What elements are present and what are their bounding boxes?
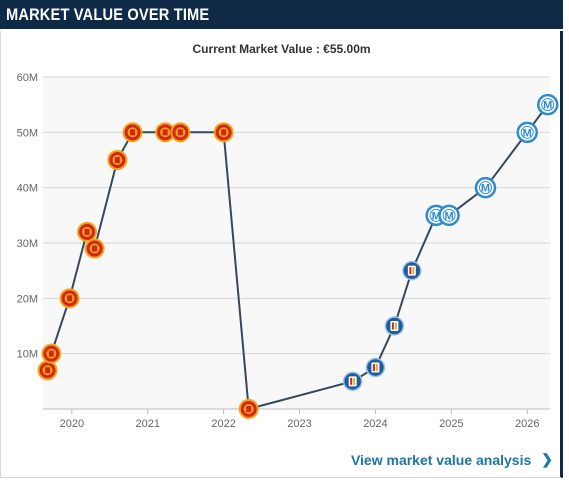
x-tick-label: 2020 <box>60 418 84 430</box>
data-point-club-a-crest[interactable] <box>122 122 143 143</box>
data-point-club-a-crest[interactable] <box>59 288 80 309</box>
data-point-club-c-crest[interactable]: M <box>536 93 559 116</box>
svg-text:M: M <box>543 100 552 112</box>
data-point-club-a-crest[interactable] <box>170 122 191 143</box>
data-point-club-b-crest[interactable] <box>365 357 386 378</box>
x-tick-label: 2023 <box>287 418 311 430</box>
y-tick-label: 50M <box>17 127 38 139</box>
header-divider <box>0 29 563 31</box>
y-tick-label: 20M <box>17 293 38 305</box>
data-point-club-a-crest[interactable] <box>41 343 62 364</box>
data-point-club-a-crest[interactable] <box>77 221 98 242</box>
svg-text:M: M <box>444 210 453 222</box>
y-tick-label: 10M <box>17 349 38 361</box>
widget-title: MARKET VALUE OVER TIME <box>6 5 210 24</box>
svg-text:M: M <box>523 127 532 139</box>
data-point-club-b-crest[interactable] <box>384 316 405 336</box>
data-point-club-a-crest[interactable] <box>84 238 105 259</box>
chevron-right-icon: ❯ <box>541 451 553 467</box>
x-axis: 2020 2021 2022 2023 2024 2025 2026 <box>60 409 539 430</box>
data-point-club-b-crest[interactable] <box>402 260 422 281</box>
data-point-club-c-crest[interactable]: M <box>438 204 460 227</box>
y-axis: 10M 20M 30M 40M 50M 60M <box>17 72 38 361</box>
y-tick-label: 60M <box>17 72 38 84</box>
data-point-club-b-crest[interactable] <box>342 371 363 392</box>
y-tick-label: 30M <box>17 238 38 250</box>
x-tick-label: 2021 <box>135 418 159 430</box>
y-tick-label: 40M <box>17 183 38 195</box>
header-bar: MARKET VALUE OVER TIME <box>0 0 563 29</box>
view-analysis-label: View market value analysis <box>350 451 532 468</box>
data-point-club-c-crest[interactable]: M <box>474 176 497 199</box>
x-tick-label: 2024 <box>363 418 387 430</box>
data-point-club-a-crest[interactable] <box>213 122 234 143</box>
data-point-club-a-crest[interactable] <box>107 150 128 170</box>
svg-text:M: M <box>432 210 441 222</box>
data-point-club-c-crest[interactable]: M <box>516 121 538 144</box>
x-tick-label: 2026 <box>515 418 539 430</box>
x-tick-label: 2022 <box>211 418 235 430</box>
view-analysis-link[interactable]: View market value analysis ❯ <box>351 451 553 468</box>
x-tick-label: 2025 <box>439 418 463 430</box>
svg-text:M: M <box>481 183 490 195</box>
grid-lines <box>43 76 550 410</box>
data-point-club-a-crest[interactable] <box>238 399 259 419</box>
current-market-value: Current Market Value : €55.00m <box>192 42 371 56</box>
data-point-club-a-crest[interactable] <box>37 360 58 381</box>
